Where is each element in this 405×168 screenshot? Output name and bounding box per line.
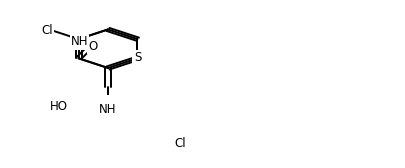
Text: O: O [88, 40, 97, 53]
Text: Cl: Cl [42, 24, 53, 37]
Text: HO: HO [49, 100, 67, 113]
Text: NH: NH [70, 35, 88, 48]
Text: Cl: Cl [174, 137, 186, 151]
Text: NH: NH [99, 103, 117, 116]
Text: S: S [133, 51, 141, 64]
